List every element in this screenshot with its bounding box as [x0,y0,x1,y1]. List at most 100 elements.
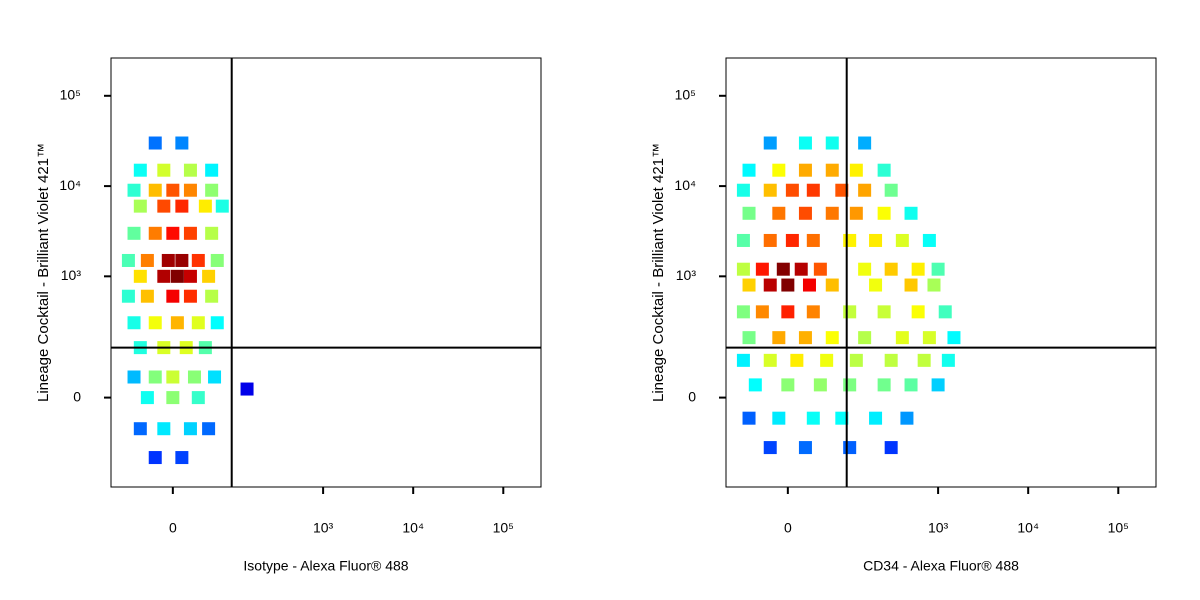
cell-point [904,206,918,220]
cell-point [210,253,224,267]
cell-point [806,411,820,425]
panel: 0 10³ 10⁴ 10⁵ 0 10³ 10⁴ 10⁵ CD34 - Alexa Fluor® … [650,57,1157,574]
cell-point [127,183,141,197]
cell-point [191,316,205,330]
cell-point [843,441,857,455]
y-tick-label: 0 [688,388,696,404]
cell-point [736,233,750,247]
cell-point [931,262,945,276]
cell-point [755,262,769,276]
cell-point [806,233,820,247]
cell-point [869,233,883,247]
cell-point [736,353,750,367]
cell-point [736,262,750,276]
y-axis-label: Lineage Cocktail - Brilliant Violet 421™ [35,143,52,402]
cell-point [183,183,197,197]
cell-point [798,206,812,220]
cell-point [849,353,863,367]
cell-point [781,305,795,319]
cell-point [170,316,184,330]
cell-point [205,163,219,177]
cell-point [183,289,197,303]
cell-point [781,378,795,392]
cell-point [772,411,786,425]
cell-point [205,226,219,240]
x-axis-label: CD34 - Alexa Fluor® 488 [863,558,1019,574]
cell-point [813,262,827,276]
cell-point [858,331,872,345]
y-tick-label: 10⁴ [674,177,696,193]
cell-point [133,269,147,283]
cell-point [755,305,769,319]
cell-point [806,183,820,197]
cell-point [895,233,909,247]
cell-point [140,289,154,303]
y-tick-label: 10³ [676,267,697,283]
cell-point [183,226,197,240]
cell-point [208,370,222,384]
cell-point [175,199,189,213]
cell-point [191,391,205,405]
plot-frame [110,57,542,488]
cell-point [157,163,171,177]
cell-point [781,278,795,292]
cell-point [798,441,812,455]
cell-point [835,183,849,197]
cell-point [191,253,205,267]
cell-point [183,163,197,177]
cell-point [877,206,891,220]
cell-point [763,441,777,455]
cell-point [736,305,750,319]
cell-point [922,331,936,345]
cell-point [825,206,839,220]
cell-point [931,378,945,392]
cell-point [843,233,857,247]
cell-point [748,378,762,392]
cell-point [157,269,171,283]
cell-point [166,183,180,197]
cell-point [904,378,918,392]
cell-point [849,206,863,220]
cell-point [825,331,839,345]
cell-point [240,382,254,396]
cell-point [884,262,898,276]
cell-point [858,136,872,150]
cell-point [215,199,229,213]
cell-point [843,305,857,319]
cell-point [884,441,898,455]
y-axis-label: Lineage Cocktail - Brilliant Violet 421™ [650,143,667,402]
cell-point [772,206,786,220]
cell-point [148,183,162,197]
cell-point [140,253,154,267]
cell-point [742,331,756,345]
cell-point [187,370,201,384]
cell-point [877,163,891,177]
cell-point [127,226,141,240]
cell-point [900,411,914,425]
cell-point [157,199,171,213]
x-tick-label: 10⁵ [1108,520,1129,536]
cell-point [941,353,955,367]
cell-point [806,305,820,319]
cell-point [148,370,162,384]
cell-point [202,422,216,436]
cell-point [166,370,180,384]
cell-point [202,269,216,283]
cell-point [869,411,883,425]
x-axis-label: Isotype - Alexa Fluor® 488 [243,558,408,574]
panel: 0 10³ 10⁴ 10⁵ 0 10³ 10⁴ 10⁵ Isotype - Alexa Fluo… [35,57,542,574]
cell-point [175,451,189,465]
y-tick-label: 10⁵ [675,86,696,102]
cell-point [869,278,883,292]
cell-point [849,163,863,177]
cell-point [772,163,786,177]
cell-point [742,206,756,220]
cell-point [205,289,219,303]
cell-point [917,353,931,367]
cell-point [127,370,141,384]
cell-point [825,163,839,177]
cell-point [835,411,849,425]
cell-point [763,278,777,292]
x-tick-label: 0 [169,520,177,536]
cell-point [133,163,147,177]
